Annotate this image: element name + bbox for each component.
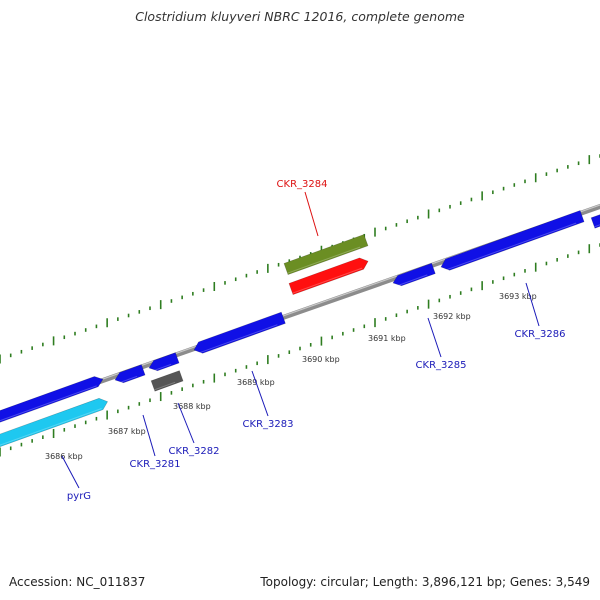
gene-CKR_3281-shine xyxy=(116,375,138,385)
scale-label: 3690 kbp xyxy=(302,355,340,364)
gene-label-CKR_3283: CKR_3283 xyxy=(243,419,294,430)
scale-label: 3691 kbp xyxy=(368,334,406,343)
gene-CKR_3285-shine xyxy=(394,274,428,288)
genome-summary-text: Topology: circular; Length: 3,896,121 bp… xyxy=(260,575,590,589)
gene-CKR_3282-shine xyxy=(154,381,176,391)
gene-label-CKR_3282: CKR_3282 xyxy=(169,446,220,457)
gene-label-CKR_3285: CKR_3285 xyxy=(416,360,467,371)
scale-label: 3686 kbp xyxy=(45,452,83,461)
gene-rRNA xyxy=(283,234,369,275)
scale-label: 3693 kbp xyxy=(499,292,537,301)
scale-label: 3687 kbp xyxy=(108,427,146,436)
scale-label: 3692 kbp xyxy=(433,312,471,321)
gene-CKR_3282 xyxy=(150,370,184,392)
gene-pyrG-region xyxy=(0,376,104,423)
accession-text: Accession: NC_011837 xyxy=(9,575,146,589)
gene-label-CKR_3284: CKR_3284 xyxy=(277,179,328,190)
gene-CKR_3283 xyxy=(193,311,286,354)
genome-title: Clostridium kluyveri NBRC 12016, complet… xyxy=(135,9,465,24)
scale-label: 3688 kbp xyxy=(173,402,211,411)
gene-pyrG-region-shine xyxy=(0,385,97,422)
gene-features xyxy=(0,210,600,448)
gene-CKR_3283-shine xyxy=(195,324,278,355)
leader-line xyxy=(525,282,540,327)
leader-line xyxy=(251,370,269,417)
tick-marks xyxy=(0,154,600,457)
gene-pyrG xyxy=(0,397,109,448)
gene-CKR_3286-shine xyxy=(442,222,577,272)
gene-edge-shine xyxy=(594,224,600,228)
leader-line xyxy=(142,414,156,457)
gene-edge xyxy=(590,214,600,229)
leader-line xyxy=(304,191,319,237)
gene-CKR_3281b-shine xyxy=(150,363,172,373)
leader-line xyxy=(427,317,442,358)
gene-CKR_3286 xyxy=(440,210,585,271)
gene-label-pyrG: pyrG xyxy=(67,491,91,502)
gene-CKR_3284 xyxy=(288,257,369,295)
leader-line xyxy=(177,402,195,444)
gene-label-CKR_3286: CKR_3286 xyxy=(515,329,566,340)
gene-CKR_3285 xyxy=(392,262,436,287)
gene-CKR_3284-shine xyxy=(292,267,363,294)
leader-line xyxy=(61,455,80,489)
gene-pyrG-shine xyxy=(0,408,102,446)
gene-CKR_3281b xyxy=(148,352,180,372)
gene-CKR_3281 xyxy=(114,364,146,384)
gene-label-CKR_3281: CKR_3281 xyxy=(130,459,181,470)
gene-rRNA-shine xyxy=(287,246,361,274)
